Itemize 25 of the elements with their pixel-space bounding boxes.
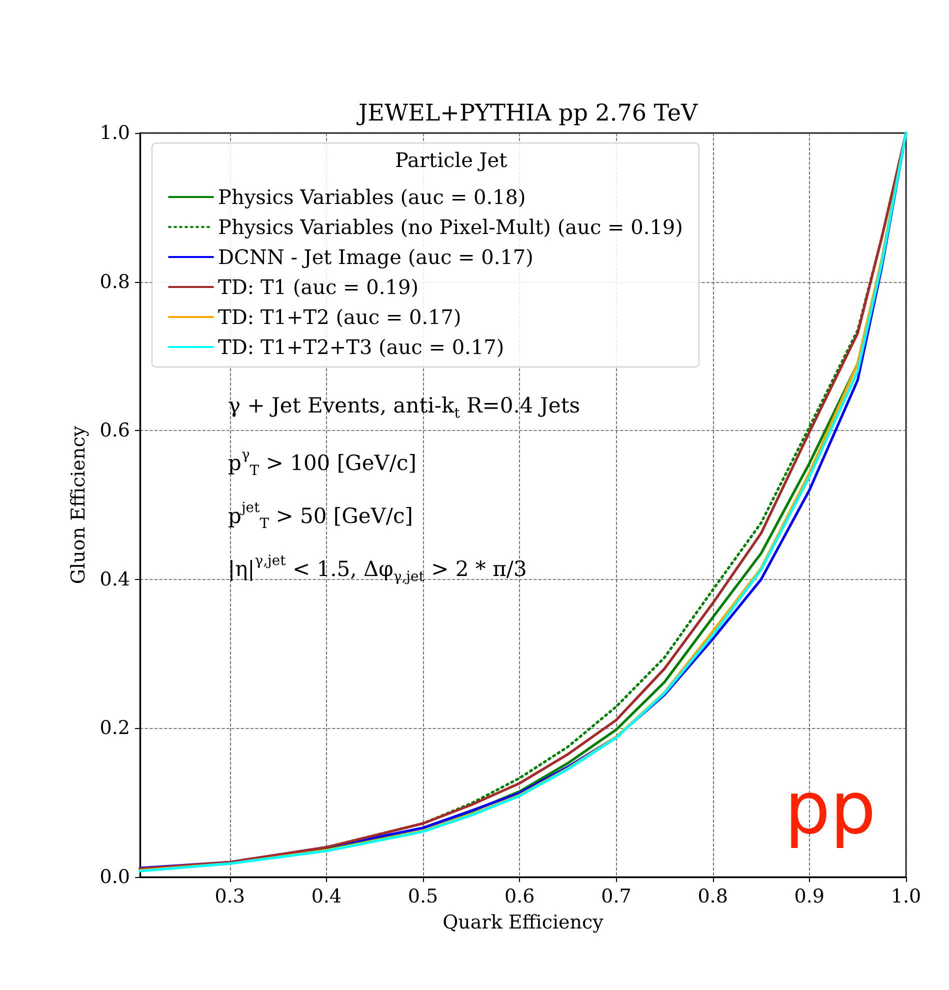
y-tick-label: 1.0: [100, 122, 130, 144]
legend-label: TD: T1 (auc = 0.19): [218, 275, 419, 299]
y-axis-title: Gluon Efficiency: [68, 426, 90, 584]
x-tick-label: 0.9: [794, 886, 825, 908]
x-tick-label: 0.6: [504, 886, 535, 908]
x-tick-label: 0.5: [408, 886, 438, 908]
legend-label: Physics Variables (auc = 0.18): [218, 185, 526, 209]
x-tick-label: 0.3: [214, 886, 245, 908]
legend-label: DCNN - Jet Image (auc = 0.17): [218, 245, 534, 269]
y-tick-label: 0.4: [100, 568, 130, 590]
x-axis-title: Quark Efficiency: [442, 912, 604, 934]
x-tick-label: 1.0: [890, 886, 922, 908]
legend-title: Particle Jet: [395, 148, 508, 172]
legend-label: Physics Variables (no Pixel-Mult) (auc = 0.19): [218, 215, 683, 239]
chart-title: JEWEL+PYTHIA pp 2.76 TeV: [356, 100, 698, 126]
x-tick-label: 0.4: [311, 886, 342, 908]
x-tick-label: 0.7: [601, 886, 632, 908]
legend-label: TD: T1+T2 (auc = 0.17): [218, 305, 462, 329]
y-tick-label: 0.6: [100, 420, 130, 442]
annotation: pp: [784, 766, 876, 850]
x-tick-label: 0.8: [698, 886, 728, 908]
legend-label: TD: T1+T2+T3 (auc = 0.17): [218, 335, 504, 359]
y-tick-label: 0.8: [100, 270, 130, 293]
y-tick-label: 0.2: [100, 717, 130, 740]
y-tick-label: 0.0: [100, 866, 130, 888]
